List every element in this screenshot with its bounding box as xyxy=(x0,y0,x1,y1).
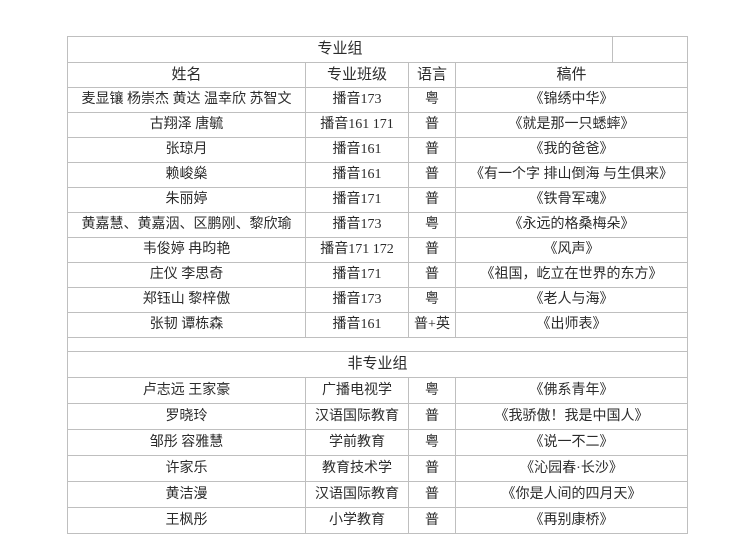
name-cell: 张琼月 xyxy=(67,137,306,163)
table-row: 赖峻燊 播音161 普 《有一个字 排山倒海 与生俱来》 xyxy=(67,162,689,188)
results-table: 专业组 姓名 专业班级 语言 稿件 麦显镶 杨崇杰 黄达 温幸欣 苏智文 播音1… xyxy=(66,36,689,534)
class-cell: 教育技术学 xyxy=(305,455,409,482)
piece-cell: 《铁骨军魂》 xyxy=(454,187,689,213)
class-cell: 播音161 xyxy=(305,312,409,338)
header-row: 姓名 专业班级 语言 稿件 xyxy=(67,62,689,88)
column-header-name: 姓名 xyxy=(67,62,306,88)
table-row: 古翔泽 唐毓 播音161 171 普 《就是那一只蟋蟀》 xyxy=(67,112,689,138)
table-row: 麦显镶 杨崇杰 黄达 温幸欣 苏智文 播音173 粤 《锦绣中华》 xyxy=(67,87,689,113)
spacer-row xyxy=(66,337,689,352)
section-title: 非专业组 xyxy=(66,351,689,378)
language-cell: 粤 xyxy=(408,212,456,238)
class-cell: 播音161 xyxy=(305,137,409,163)
piece-cell: 《锦绣中华》 xyxy=(454,87,689,113)
piece-cell: 《再别康桥》 xyxy=(454,507,689,534)
piece-cell: 《就是那一只蟋蟀》 xyxy=(454,112,689,138)
section-title: 专业组 xyxy=(66,36,614,63)
table-row: 卢志远 王家豪 广播电视学 粤 《佛系青年》 xyxy=(67,377,689,404)
piece-cell: 《我的爸爸》 xyxy=(454,137,689,163)
piece-cell: 《祖国，屹立在世界的东方》 xyxy=(454,262,689,288)
class-cell: 学前教育 xyxy=(305,429,409,456)
piece-cell: 《永远的格桑梅朵》 xyxy=(454,212,689,238)
name-cell: 卢志远 王家豪 xyxy=(67,377,306,404)
table-row: 邹彤 容雅慧 学前教育 粤 《说一不二》 xyxy=(67,429,689,456)
section-title-row: 非专业组 xyxy=(66,351,689,378)
class-cell: 汉语国际教育 xyxy=(305,403,409,430)
class-cell: 播音173 xyxy=(305,212,409,238)
class-cell: 小学教育 xyxy=(305,507,409,534)
spacer-cell xyxy=(66,337,689,352)
piece-cell: 《佛系青年》 xyxy=(454,377,689,404)
name-cell: 邹彤 容雅慧 xyxy=(67,429,306,456)
table-row: 庄仪 李思奇 播音171 普 《祖国，屹立在世界的东方》 xyxy=(67,262,689,288)
name-cell: 古翔泽 唐毓 xyxy=(67,112,306,138)
class-cell: 播音173 xyxy=(305,87,409,113)
language-cell: 粤 xyxy=(408,429,456,456)
table-row: 黄嘉慧、黄嘉洇、区鹏刚、黎欣瑜 播音173 粤 《永远的格桑梅朵》 xyxy=(67,212,689,238)
column-header-class: 专业班级 xyxy=(305,62,409,88)
class-cell: 播音161 171 xyxy=(305,112,409,138)
name-cell: 韦俊婷 冉昀艳 xyxy=(67,237,306,263)
language-cell: 普 xyxy=(408,403,456,430)
table-row: 许家乐 教育技术学 普 《沁园春·长沙》 xyxy=(67,455,689,482)
class-cell: 广播电视学 xyxy=(305,377,409,404)
table-row: 郑钰山 黎梓傲 播音173 粤 《老人与海》 xyxy=(67,287,689,313)
table-row: 黄洁漫 汉语国际教育 普 《你是人间的四月天》 xyxy=(67,481,689,508)
piece-cell: 《出师表》 xyxy=(454,312,689,338)
language-cell: 普 xyxy=(408,137,456,163)
table-row: 韦俊婷 冉昀艳 播音171 172 普 《风声》 xyxy=(67,237,689,263)
piece-cell: 《有一个字 排山倒海 与生俱来》 xyxy=(454,162,689,188)
name-cell: 许家乐 xyxy=(67,455,306,482)
language-cell: 粤 xyxy=(408,287,456,313)
language-cell: 普 xyxy=(408,481,456,508)
name-cell: 黄洁漫 xyxy=(67,481,306,508)
language-cell: 粤 xyxy=(408,377,456,404)
language-cell: 普+英 xyxy=(408,312,456,338)
section-title-row: 专业组 xyxy=(66,36,689,63)
language-cell: 普 xyxy=(408,162,456,188)
class-cell: 汉语国际教育 xyxy=(305,481,409,508)
name-cell: 黄嘉慧、黄嘉洇、区鹏刚、黎欣瑜 xyxy=(67,212,306,238)
language-cell: 普 xyxy=(408,455,456,482)
piece-cell: 《说一不二》 xyxy=(454,429,689,456)
column-header-language: 语言 xyxy=(408,62,456,88)
table-row: 朱丽婷 播音171 普 《铁骨军魂》 xyxy=(67,187,689,213)
class-cell: 播音161 xyxy=(305,162,409,188)
table-row: 王枫彤 小学教育 普 《再别康桥》 xyxy=(67,507,689,534)
language-cell: 普 xyxy=(408,187,456,213)
language-cell: 普 xyxy=(408,262,456,288)
column-header-piece: 稿件 xyxy=(454,62,689,88)
piece-cell: 《你是人间的四月天》 xyxy=(454,481,689,508)
name-cell: 郑钰山 黎梓傲 xyxy=(67,287,306,313)
piece-cell: 《风声》 xyxy=(454,237,689,263)
language-cell: 普 xyxy=(408,507,456,534)
class-cell: 播音173 xyxy=(305,287,409,313)
table-row: 张韧 谭栋森 播音161 普+英 《出师表》 xyxy=(67,312,689,338)
piece-cell: 《老人与海》 xyxy=(454,287,689,313)
name-cell: 罗晓玲 xyxy=(67,403,306,430)
language-cell: 普 xyxy=(408,237,456,263)
empty-corner-cell xyxy=(612,36,689,63)
class-cell: 播音171 xyxy=(305,262,409,288)
name-cell: 王枫彤 xyxy=(67,507,306,534)
piece-cell: 《我骄傲！我是中国人》 xyxy=(454,403,689,430)
class-cell: 播音171 172 xyxy=(305,237,409,263)
class-cell: 播音171 xyxy=(305,187,409,213)
name-cell: 庄仪 李思奇 xyxy=(67,262,306,288)
language-cell: 粤 xyxy=(408,87,456,113)
language-cell: 普 xyxy=(408,112,456,138)
piece-cell: 《沁园春·长沙》 xyxy=(454,455,689,482)
table-row: 张琼月 播音161 普 《我的爸爸》 xyxy=(67,137,689,163)
name-cell: 麦显镶 杨崇杰 黄达 温幸欣 苏智文 xyxy=(67,87,306,113)
name-cell: 朱丽婷 xyxy=(67,187,306,213)
name-cell: 张韧 谭栋森 xyxy=(67,312,306,338)
name-cell: 赖峻燊 xyxy=(67,162,306,188)
table-row: 罗晓玲 汉语国际教育 普 《我骄傲！我是中国人》 xyxy=(67,403,689,430)
